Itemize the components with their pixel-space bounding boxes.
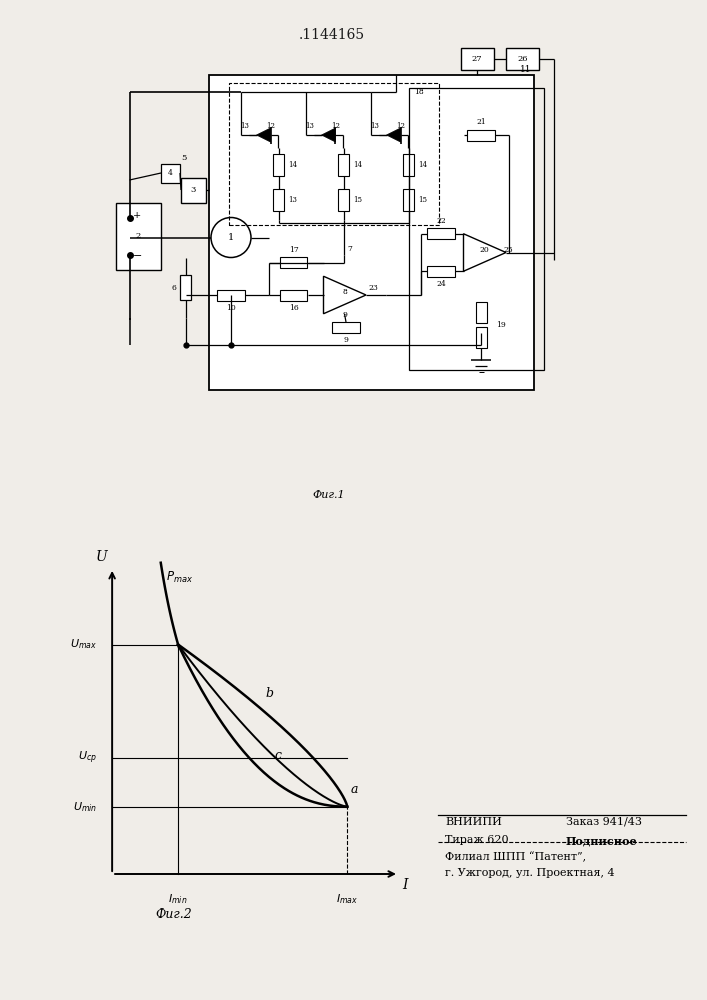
Text: Фиг.1: Фиг.1: [312, 490, 345, 500]
Text: a: a: [351, 783, 358, 796]
Text: I: I: [402, 878, 408, 892]
Bar: [461, 47, 493, 70]
Text: г. Ужгород, ул. Проектная, 4: г. Ужгород, ул. Проектная, 4: [445, 868, 615, 878]
Text: 27: 27: [472, 55, 483, 63]
Text: $U_{min}$: $U_{min}$: [73, 800, 98, 814]
Text: $P_{max}$: $P_{max}$: [166, 570, 193, 585]
Text: 14: 14: [353, 161, 362, 169]
Text: 15: 15: [353, 196, 362, 204]
Text: 12: 12: [332, 122, 341, 130]
Text: 25: 25: [503, 246, 513, 254]
Bar: [273, 154, 284, 176]
Polygon shape: [387, 128, 400, 142]
Text: 9: 9: [342, 311, 347, 319]
Polygon shape: [257, 128, 271, 142]
Text: Подписное: Подписное: [566, 835, 637, 846]
Text: Тираж 620: Тираж 620: [445, 835, 509, 845]
Bar: [409, 88, 544, 370]
Bar: [228, 83, 438, 225]
Bar: [403, 154, 414, 176]
Bar: [476, 302, 486, 323]
Text: 20: 20: [479, 246, 489, 254]
Bar: [427, 266, 455, 277]
Text: 13: 13: [370, 122, 379, 130]
Text: 14: 14: [288, 161, 297, 169]
Text: 12: 12: [267, 122, 276, 130]
Bar: [467, 129, 495, 140]
Text: 26: 26: [517, 55, 527, 63]
Text: $I_{min}$: $I_{min}$: [168, 892, 188, 906]
Text: c: c: [274, 749, 281, 762]
Text: 17: 17: [288, 246, 298, 254]
Text: 13: 13: [305, 122, 314, 130]
Bar: [332, 322, 360, 333]
Text: 6: 6: [171, 284, 176, 292]
Text: Филиал ШПП “Патент”,: Филиал ШПП “Патент”,: [445, 852, 587, 863]
Text: 23: 23: [368, 284, 378, 292]
Bar: [273, 189, 284, 211]
Text: ВНИИПИ: ВНИИПИ: [445, 817, 502, 827]
Bar: [427, 228, 455, 239]
Text: b: b: [266, 687, 274, 700]
Text: $U_{cp}$: $U_{cp}$: [78, 750, 98, 766]
Bar: [338, 189, 349, 211]
Text: 14: 14: [418, 161, 427, 169]
Text: 3: 3: [191, 186, 196, 194]
Bar: [338, 154, 349, 176]
Text: 2: 2: [136, 232, 141, 240]
Bar: [506, 47, 539, 70]
Bar: [161, 163, 180, 182]
Bar: [217, 290, 245, 300]
Bar: [209, 75, 534, 390]
Text: 19: 19: [496, 321, 506, 329]
Text: 5: 5: [181, 153, 186, 161]
Text: 8: 8: [342, 288, 347, 296]
Text: −: −: [133, 251, 142, 261]
Polygon shape: [322, 128, 336, 142]
Text: .1144165: .1144165: [299, 28, 366, 42]
Text: 16: 16: [288, 304, 298, 312]
Bar: [181, 178, 206, 202]
Text: 13: 13: [288, 196, 297, 204]
Bar: [403, 189, 414, 211]
Bar: [280, 290, 308, 300]
Text: $I_{max}$: $I_{max}$: [336, 892, 358, 906]
Bar: [180, 275, 192, 300]
Bar: [476, 327, 486, 348]
Text: Фиг.2: Фиг.2: [155, 908, 192, 921]
Text: U: U: [95, 550, 107, 564]
Text: 21: 21: [476, 118, 486, 126]
Bar: [116, 202, 161, 270]
Text: Заказ 941/43: Заказ 941/43: [566, 817, 641, 827]
Bar: [280, 257, 308, 268]
Text: 11: 11: [520, 66, 532, 75]
Text: 12: 12: [397, 122, 406, 130]
Text: 24: 24: [436, 280, 446, 288]
Text: 7: 7: [347, 245, 352, 253]
Text: 4: 4: [168, 169, 173, 177]
Text: 15: 15: [418, 196, 427, 204]
Text: 9: 9: [344, 336, 349, 344]
Text: 10: 10: [226, 304, 236, 312]
Text: $U_{max}$: $U_{max}$: [70, 638, 98, 651]
Text: +: +: [134, 211, 141, 220]
Text: 22: 22: [436, 217, 446, 225]
Text: 1: 1: [228, 233, 234, 242]
Text: 18: 18: [414, 89, 424, 97]
Text: 13: 13: [240, 122, 249, 130]
